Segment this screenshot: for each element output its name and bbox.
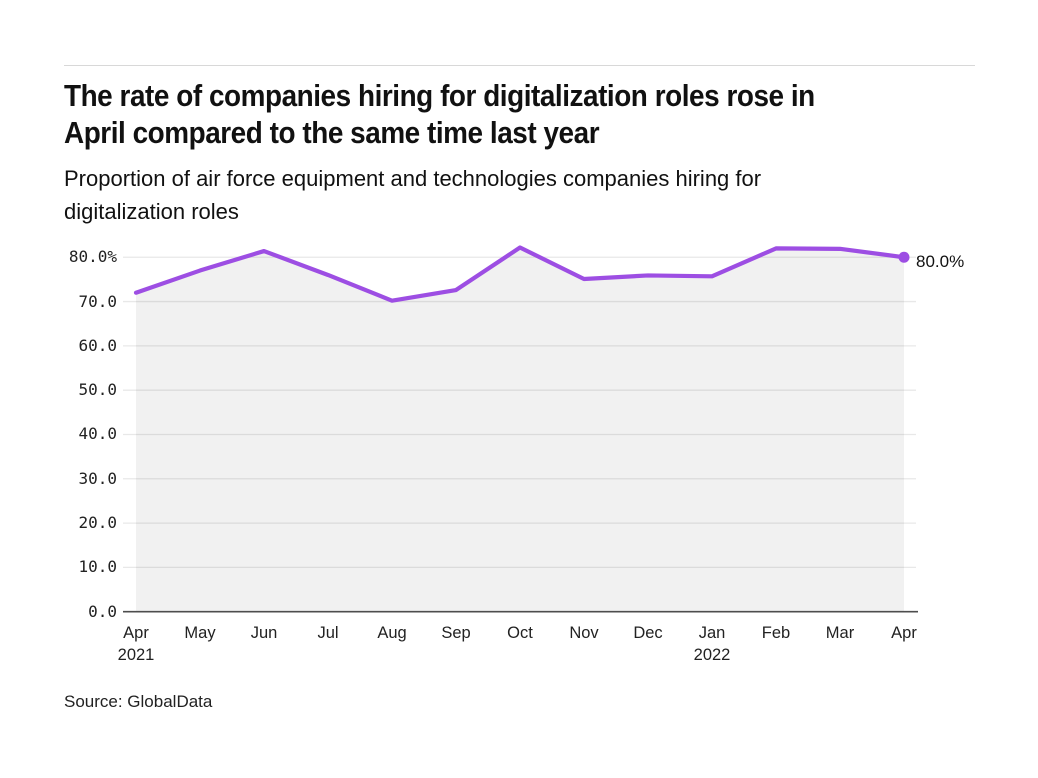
end-value-label: 80.0% <box>916 252 965 272</box>
trend-line <box>133 245 907 303</box>
chart-subtitle: Proportion of air force equipment and te… <box>64 166 762 224</box>
chart-title: The rate of companies hiring for digital… <box>64 78 815 150</box>
source-attribution: Source: GlobalData <box>64 692 213 711</box>
area-fill <box>136 247 904 612</box>
top-divider <box>64 65 975 66</box>
end-point-dot <box>898 251 910 263</box>
